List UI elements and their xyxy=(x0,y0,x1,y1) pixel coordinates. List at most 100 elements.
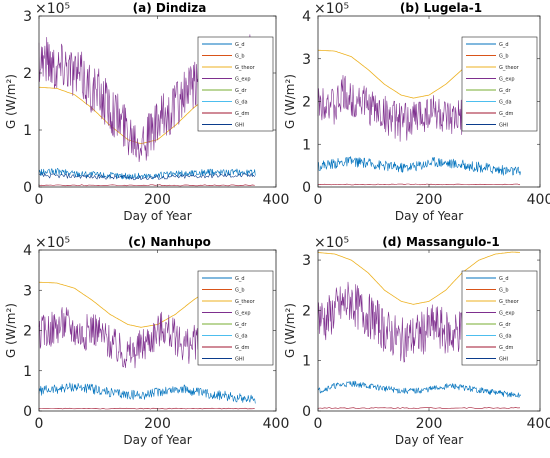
y-tick-label: 0 xyxy=(23,404,32,420)
panel-title: (a) Dindiza xyxy=(133,1,207,15)
series-line-g-d xyxy=(38,168,256,180)
legend-label: G_theor xyxy=(499,65,520,71)
y-tick-label: 4 xyxy=(302,9,311,25)
x-tick-label: 200 xyxy=(144,192,171,208)
y-tick-label: 2 xyxy=(23,66,32,82)
series-line-g-dm xyxy=(317,183,521,186)
y-tick-label: 2 xyxy=(23,324,32,340)
legend-label: GHI xyxy=(235,123,244,129)
y-tick-label: 1 xyxy=(23,364,32,380)
legend-label: G_da xyxy=(235,100,248,106)
legend-label: G_exp xyxy=(235,77,251,83)
legend-label: GHI xyxy=(499,123,508,129)
series-line-g-dm xyxy=(38,407,255,410)
y-tick-label: 3 xyxy=(23,9,32,25)
series-line-g-dm xyxy=(38,184,255,187)
y-tick-label: 1 xyxy=(23,123,32,139)
legend-box xyxy=(461,36,538,132)
y-axis-exponent: ×10⁵ xyxy=(35,1,70,17)
series-line-ghi xyxy=(38,173,255,181)
series-line-g-theor xyxy=(317,251,521,305)
legend-label: G_theor xyxy=(235,299,256,305)
legend-label: G_dm xyxy=(499,345,514,351)
y-axis-title: G (W/m²) xyxy=(4,74,18,129)
x-tick-label: 0 xyxy=(314,416,323,432)
legend-label: GHI xyxy=(235,357,244,363)
y-axis-title: G (W/m²) xyxy=(283,74,297,129)
series-line-g-d xyxy=(317,156,521,176)
series-lines xyxy=(317,251,521,409)
legend-label: G_d xyxy=(499,276,509,282)
x-tick-label: 200 xyxy=(416,192,443,208)
y-axis-title: G (W/m²) xyxy=(283,303,297,358)
chart-panel-1: 0 200 400 0 1 2 3 Day of Year G (W/m²) ×10⁵ (a) Di… xyxy=(4,1,289,223)
x-axis-title: Day of Year xyxy=(395,209,463,223)
legend-label: G_dr xyxy=(499,322,512,328)
y-tick-label: 0 xyxy=(23,180,32,196)
legend-label: G_da xyxy=(499,100,512,106)
y-tick-label: 3 xyxy=(23,283,32,299)
legend-label: G_dm xyxy=(235,345,250,351)
x-tick-label: 0 xyxy=(35,416,44,432)
y-axis-exponent: ×10⁵ xyxy=(314,235,349,251)
legend-label: G_b xyxy=(235,288,245,294)
legend-label: G_dr xyxy=(499,88,512,94)
series-line-g-d xyxy=(38,382,256,404)
x-tick-label: 200 xyxy=(416,416,443,432)
legend: G_d G_b G_theor G_exp G_dr G_da G_dm GHI xyxy=(197,36,274,132)
legend-label: G_b xyxy=(499,288,509,294)
legend-box xyxy=(461,270,538,366)
legend-label: G_dr xyxy=(235,88,248,94)
legend-label: G_b xyxy=(235,54,245,60)
x-tick-label: 0 xyxy=(35,192,44,208)
x-tick-label: 200 xyxy=(144,416,171,432)
y-axis-title: G (W/m²) xyxy=(4,303,18,358)
legend: G_d G_b G_theor G_exp G_dr G_da G_dm GHI xyxy=(461,36,538,132)
y-tick-label: 2 xyxy=(302,95,311,111)
x-axis-title: Day of Year xyxy=(123,433,191,447)
y-tick-label: 0 xyxy=(302,404,311,420)
y-tick-label: 3 xyxy=(302,52,311,68)
y-axis-exponent: ×10⁵ xyxy=(314,1,349,17)
legend-label: G_dm xyxy=(235,111,250,117)
legend-label: GHI xyxy=(499,357,508,363)
x-tick-label: 400 xyxy=(527,416,550,432)
legend-label: G_dm xyxy=(499,111,514,117)
y-axis-exponent: ×10⁵ xyxy=(35,235,70,251)
legend-label: G_exp xyxy=(235,311,251,317)
chart-panel-4: 0 200 400 0 1 2 3 Day of Year G (W/m²) ×10⁵ (d) Ma… xyxy=(283,235,550,447)
legend-box xyxy=(197,270,274,366)
legend-label: G_theor xyxy=(499,299,520,305)
y-tick-label: 1 xyxy=(302,354,311,370)
legend-label: G_exp xyxy=(499,311,515,317)
chart-panel-2: 0 200 400 0 1 2 3 4 Day of Year G (W/m²) ×10⁵ (b) L… xyxy=(283,1,550,223)
x-tick-label: 400 xyxy=(263,192,290,208)
panel-title: (d) Massangulo-1 xyxy=(382,235,500,249)
legend-label: G_theor xyxy=(235,65,256,71)
x-axis-title: Day of Year xyxy=(123,209,191,223)
legend: G_d G_b G_theor G_exp G_dr G_da G_dm GHI xyxy=(461,270,538,366)
legend-label: G_d xyxy=(235,276,245,282)
legend-label: G_exp xyxy=(499,77,515,83)
legend-label: G_dr xyxy=(235,322,248,328)
y-tick-label: 0 xyxy=(302,180,311,196)
y-tick-label: 3 xyxy=(302,253,311,269)
x-tick-label: 0 xyxy=(314,192,323,208)
y-tick-label: 1 xyxy=(302,137,311,153)
y-tick-label: 4 xyxy=(23,243,32,259)
panel-title: (b) Lugela-1 xyxy=(400,1,482,15)
legend: G_d G_b G_theor G_exp G_dr G_da G_dm GHI xyxy=(197,270,274,366)
legend-label: G_b xyxy=(499,54,509,60)
x-tick-label: 400 xyxy=(527,192,550,208)
legend-label: G_da xyxy=(499,334,512,340)
chart-panel-3: 0 200 400 0 1 2 3 4 Day of Year G (W/m²) ×10⁵ (c) N… xyxy=(4,235,289,447)
legend-box xyxy=(197,36,274,132)
x-tick-label: 400 xyxy=(263,416,290,432)
legend-label: G_d xyxy=(499,42,509,48)
series-line-g-d xyxy=(317,380,521,398)
series-line-g-dm xyxy=(317,407,521,409)
legend-label: G_d xyxy=(235,42,245,48)
legend-label: G_da xyxy=(235,334,248,340)
panel-title: (c) Nanhupo xyxy=(128,235,211,249)
